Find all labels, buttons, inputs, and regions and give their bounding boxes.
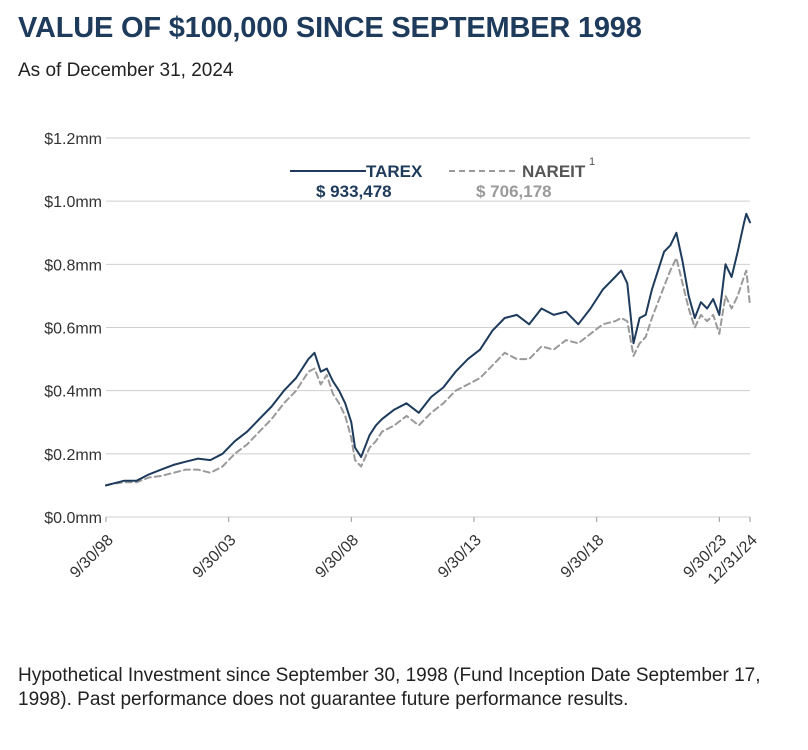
x-tick-label: 9/30/13	[435, 532, 485, 582]
series-lines	[105, 212, 751, 487]
y-tick-label: $1.0mm	[44, 194, 102, 211]
y-tick-label: $0.2mm	[44, 447, 102, 464]
legend: TAREX$ 933,478 NAREIT 1 $ 706,178	[290, 156, 595, 201]
y-tick-label: $0.8mm	[44, 257, 102, 274]
legend-label-nareit: NAREIT	[522, 162, 586, 181]
series-line-tarex	[105, 212, 751, 487]
legend-value-nareit: $ 706,178	[476, 182, 552, 201]
y-tick-label: $0.6mm	[44, 321, 102, 338]
chart-subtitle: As of December 31, 2024	[18, 60, 234, 81]
y-axis: $0.0mm $0.2mm $0.4mm $0.6mm $0.8mm $1.0mm $1.2…	[44, 131, 102, 527]
x-tick-label: 9/30/08	[312, 532, 362, 582]
x-tick-label: 9/30/98	[67, 532, 117, 582]
y-tick-label: $0.0mm	[44, 510, 102, 527]
chart-title: VALUE OF $100,000 SINCE SEPTEMBER 1998	[18, 12, 642, 44]
y-tick-label: $0.4mm	[44, 384, 102, 401]
legend-value-tarex: $ 933,478	[316, 182, 392, 201]
x-axis: 9/30/98 9/30/03 9/30/08 9/30/13 9/30/18 9/30/…	[67, 517, 761, 588]
x-tick-label: 9/30/03	[190, 532, 240, 582]
footnote: Hypothetical Investment since September …	[18, 665, 761, 710]
y-tick-label: $1.2mm	[44, 131, 102, 148]
line-chart: $0.0mm $0.2mm $0.4mm $0.6mm $0.8mm $1.0mm $1.2…	[44, 131, 761, 588]
gridlines	[106, 137, 750, 518]
x-tick-label: 9/30/18	[558, 532, 608, 582]
legend-label-tarex: TAREX	[366, 162, 423, 181]
series-line-nareit	[105, 257, 751, 487]
legend-superscript-nareit: 1	[589, 156, 595, 168]
